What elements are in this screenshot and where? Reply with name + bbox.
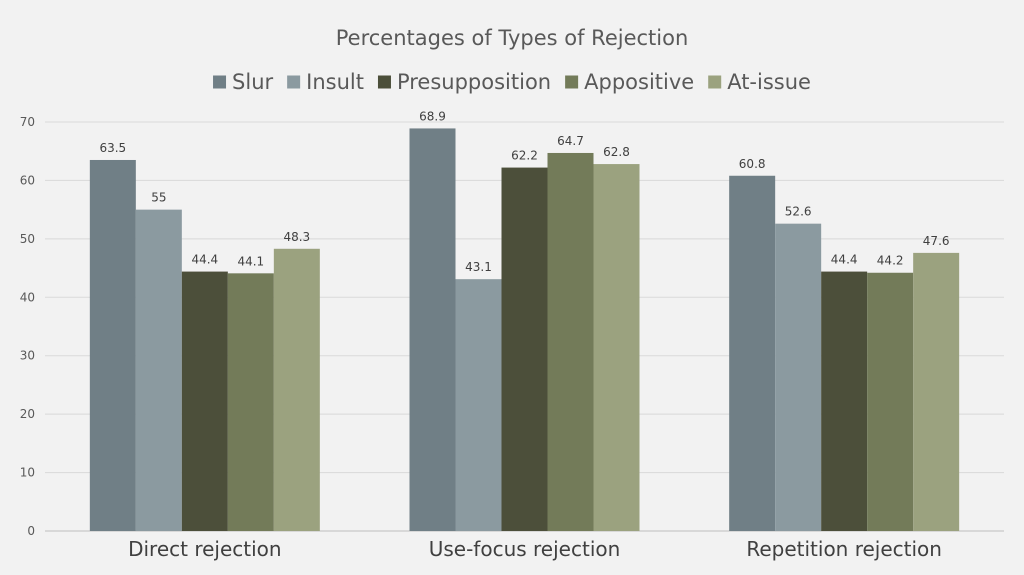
- y-tick-label: 40: [20, 290, 35, 304]
- bar-appositive-repetition-rejection: [867, 272, 914, 531]
- legend-item-appositive: Appositive: [565, 70, 694, 94]
- bar-appositive-use-focus-rejection: [547, 152, 594, 531]
- legend-item-at-issue: At-issue: [708, 70, 811, 94]
- legend-label: Slur: [232, 70, 273, 94]
- data-label-appositive-use-focus-rejection: 64.7: [557, 134, 584, 148]
- data-label-presupposition-direct-rejection: 44.4: [191, 253, 218, 267]
- x-category-label: Use-focus rejection: [429, 537, 621, 561]
- legend-swatch: [377, 75, 391, 89]
- legend-item-presupposition: Presupposition: [377, 70, 551, 94]
- bar-slur-direct-rejection: [89, 159, 136, 531]
- data-label-presupposition-use-focus-rejection: 62.2: [511, 149, 538, 163]
- y-tick-label: 20: [20, 407, 35, 421]
- data-label-presupposition-repetition-rejection: 44.4: [831, 253, 858, 267]
- bar-insult-direct-rejection: [135, 209, 182, 531]
- bar-presupposition-use-focus-rejection: [501, 167, 548, 531]
- data-label-appositive-repetition-rejection: 44.2: [877, 254, 904, 268]
- legend-swatch: [287, 75, 301, 89]
- legend-swatch: [565, 75, 579, 89]
- y-tick-label: 10: [20, 466, 35, 480]
- data-label-slur-repetition-rejection: 60.8: [739, 157, 766, 171]
- data-label-slur-use-focus-rejection: 68.9: [419, 109, 446, 123]
- data-labels: 63.5 55 44.4 44.1 48.3 68.9 43.1 62.2 64.7 62.8 60…: [99, 109, 949, 274]
- data-label-at-issue-direct-rejection: 48.3: [283, 230, 310, 244]
- legend-label: Insult: [306, 70, 364, 94]
- y-tick-label: 30: [20, 349, 35, 363]
- bar-insult-use-focus-rejection: [455, 279, 502, 531]
- bar-presupposition-direct-rejection: [181, 271, 228, 531]
- x-category-label: Direct rejection: [128, 537, 282, 561]
- legend-label: Appositive: [584, 70, 694, 94]
- bar-slur-repetition-rejection: [729, 175, 776, 532]
- bar-at-issue-use-focus-rejection: [593, 164, 640, 531]
- y-tick-label: 0: [27, 524, 35, 538]
- data-label-slur-direct-rejection: 63.5: [99, 141, 126, 155]
- y-tick-label: 60: [20, 173, 35, 187]
- legend-swatch: [708, 75, 722, 89]
- data-label-at-issue-use-focus-rejection: 62.8: [603, 145, 630, 159]
- bar-slur-use-focus-rejection: [409, 128, 456, 532]
- legend-swatch: [213, 75, 227, 89]
- x-axis: Direct rejection Use-focus rejection Repet…: [128, 537, 942, 561]
- data-label-at-issue-repetition-rejection: 47.6: [923, 234, 950, 248]
- bar-at-issue-repetition-rejection: [913, 252, 960, 531]
- y-axis: 0 10 20 30 40 50 60 70: [20, 115, 35, 538]
- bar-presupposition-repetition-rejection: [821, 271, 868, 531]
- legend-item-insult: Insult: [287, 70, 364, 94]
- data-label-appositive-direct-rejection: 44.1: [237, 254, 264, 268]
- data-label-insult-direct-rejection: 55: [151, 191, 166, 205]
- legend: Slur Insult Presupposition Appositive At-iss…: [213, 70, 811, 94]
- bar-insult-repetition-rejection: [775, 223, 822, 531]
- bar-at-issue-direct-rejection: [273, 248, 320, 532]
- legend-item-slur: Slur: [213, 70, 274, 94]
- chart-title: Percentages of Types of Rejection: [336, 26, 689, 50]
- data-label-insult-use-focus-rejection: 43.1: [465, 260, 492, 274]
- y-tick-label: 50: [20, 232, 35, 246]
- bar-appositive-direct-rejection: [227, 273, 274, 531]
- y-tick-label: 70: [20, 115, 35, 129]
- bars: [89, 128, 960, 532]
- legend-label: At-issue: [727, 70, 811, 94]
- legend-label: Presupposition: [397, 70, 551, 94]
- data-label-insult-repetition-rejection: 52.6: [785, 205, 812, 219]
- x-category-label: Repetition rejection: [746, 537, 942, 561]
